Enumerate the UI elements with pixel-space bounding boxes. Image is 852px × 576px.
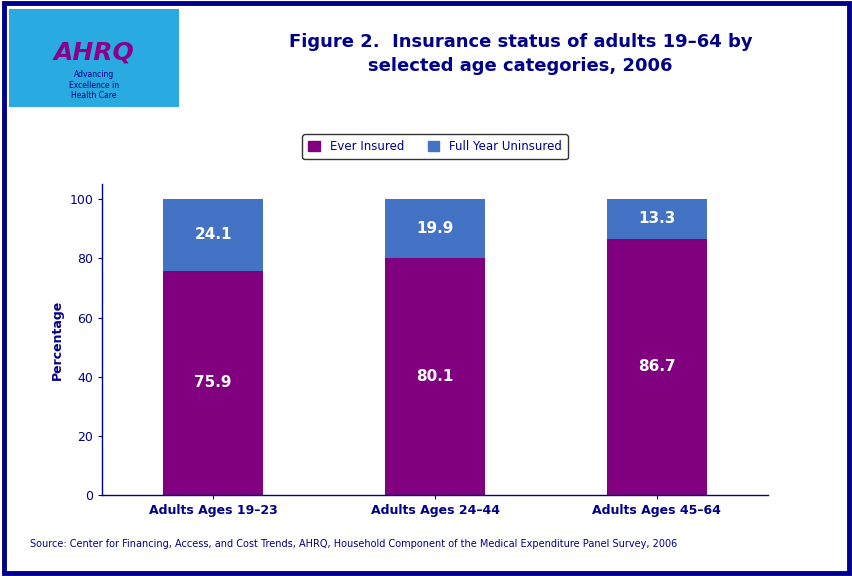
- Bar: [606, 238, 705, 495]
- Text: Figure 2.  Insurance status of adults 19–64 by
selected age categories, 2006: Figure 2. Insurance status of adults 19–…: [288, 33, 751, 75]
- Text: Source: Center for Financing, Access, and Cost Trends, AHRQ, Household Component: Source: Center for Financing, Access, an…: [30, 539, 676, 550]
- Bar: [385, 199, 484, 258]
- Text: 86.7: 86.7: [637, 359, 675, 374]
- Bar: [606, 199, 705, 238]
- Text: 80.1: 80.1: [416, 369, 453, 384]
- Text: 24.1: 24.1: [194, 228, 232, 242]
- Text: 13.3: 13.3: [637, 211, 675, 226]
- Bar: [164, 271, 262, 495]
- Text: 19.9: 19.9: [416, 221, 453, 236]
- Bar: [385, 258, 484, 495]
- Text: Advancing
Excellence in
Health Care: Advancing Excellence in Health Care: [69, 70, 118, 100]
- Bar: [164, 199, 262, 271]
- Text: AHRQ: AHRQ: [54, 41, 134, 65]
- Y-axis label: Percentage: Percentage: [51, 300, 64, 380]
- Text: 75.9: 75.9: [194, 376, 232, 391]
- Legend: Ever Insured, Full Year Uninsured: Ever Insured, Full Year Uninsured: [302, 134, 567, 159]
